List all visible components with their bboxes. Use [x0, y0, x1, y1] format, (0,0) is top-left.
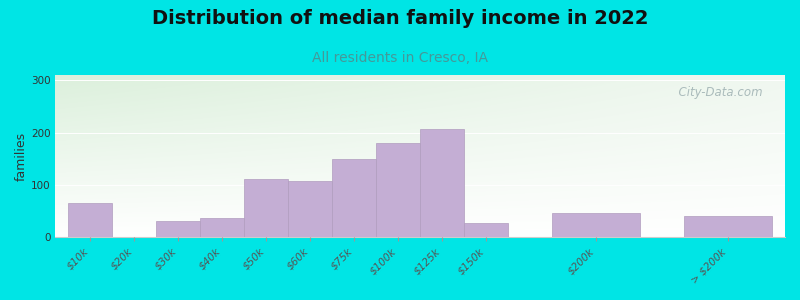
- Bar: [684, 217, 772, 237]
- Y-axis label: families: families: [15, 132, 28, 181]
- Text: Distribution of median family income in 2022: Distribution of median family income in …: [152, 9, 648, 28]
- Bar: [288, 182, 332, 237]
- Bar: [552, 213, 640, 237]
- Bar: [464, 223, 508, 237]
- Bar: [420, 129, 464, 237]
- Bar: [376, 143, 420, 237]
- Bar: [332, 159, 376, 237]
- Bar: [156, 221, 200, 237]
- Bar: [244, 179, 288, 237]
- Text: All residents in Cresco, IA: All residents in Cresco, IA: [312, 51, 488, 65]
- Text: City-Data.com: City-Data.com: [671, 86, 763, 99]
- Bar: [69, 203, 113, 237]
- Bar: [200, 218, 244, 237]
